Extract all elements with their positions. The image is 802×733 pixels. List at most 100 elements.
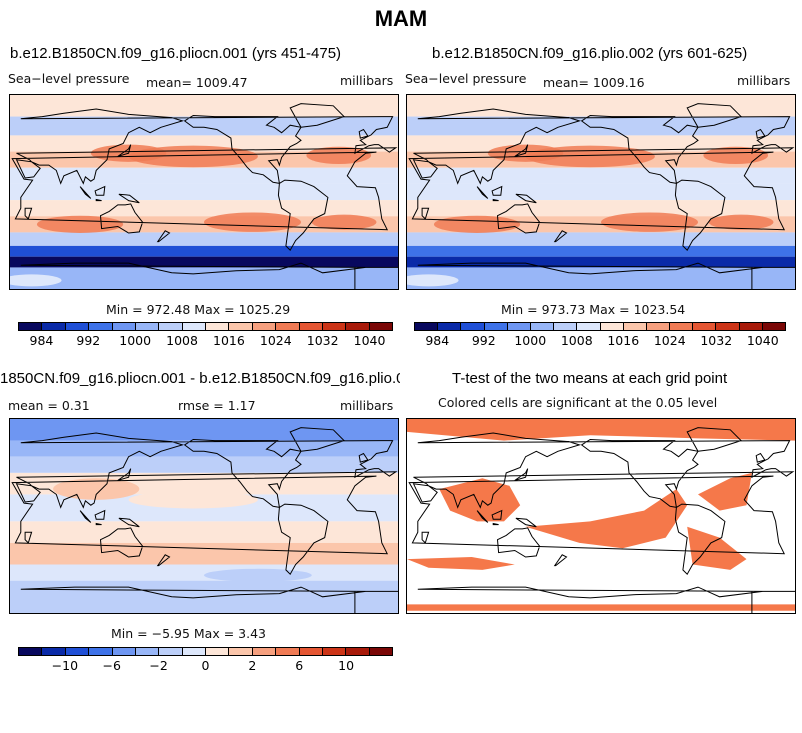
colorbar-tick-label: 984 bbox=[425, 333, 450, 348]
colorbar-tick-label: 1008 bbox=[166, 333, 198, 348]
colorbar-swatch bbox=[252, 323, 277, 330]
colorbar-tick-label: 1000 bbox=[119, 333, 152, 348]
slp-band bbox=[10, 116, 398, 136]
colorbar-tick-label: 1024 bbox=[653, 333, 686, 348]
colorbar-swatch bbox=[530, 323, 555, 330]
slp-band bbox=[407, 245, 795, 257]
diff-anomaly bbox=[257, 545, 345, 563]
coastline bbox=[408, 427, 795, 613]
colorbar-swatch bbox=[322, 648, 347, 655]
colorbar-swatch bbox=[646, 323, 671, 330]
diff-band bbox=[10, 440, 398, 457]
panel3-map bbox=[9, 418, 399, 614]
diff-anomaly bbox=[128, 491, 258, 509]
colorbar-swatch bbox=[19, 648, 43, 655]
colorbar-tick-label: −10 bbox=[51, 658, 79, 673]
colorbar-tick-label: 992 bbox=[76, 333, 101, 348]
panel3-rmse-label: rmse = 1.17 bbox=[178, 398, 256, 413]
colorbar-swatch bbox=[182, 323, 206, 330]
colorbar-swatch bbox=[229, 648, 253, 655]
colorbar-tick-label: 1008 bbox=[560, 333, 593, 348]
colorbar-tick-label: 10 bbox=[338, 658, 355, 673]
panel3-mean-label: mean = 0.31 bbox=[8, 398, 90, 413]
panel2-mean-label: mean= 1009.16 bbox=[543, 75, 645, 90]
slp-band bbox=[10, 200, 398, 217]
colorbar-swatch bbox=[65, 648, 90, 655]
coastline bbox=[11, 103, 398, 289]
significant-region bbox=[439, 478, 521, 522]
slp-band bbox=[10, 167, 398, 184]
colorbar-swatch bbox=[19, 323, 43, 330]
colorbar-tick-label: 1040 bbox=[746, 333, 779, 348]
colorbar-swatch bbox=[623, 323, 647, 330]
colorbar-swatch bbox=[182, 648, 206, 655]
colorbar-swatch bbox=[762, 323, 785, 330]
colorbar-swatch bbox=[159, 323, 183, 330]
figure-title: MAM bbox=[374, 6, 428, 31]
colorbar-tick-label: 1040 bbox=[353, 333, 386, 348]
colorbar-swatch bbox=[346, 648, 370, 655]
slp-band bbox=[10, 95, 398, 117]
panel1-variable-label: Sea−level pressure bbox=[8, 71, 130, 86]
slp-band bbox=[10, 256, 398, 268]
slp-band bbox=[407, 167, 795, 184]
colorbar-tick-label: 1016 bbox=[213, 333, 245, 348]
significant-region bbox=[407, 419, 795, 441]
colorbar-swatch bbox=[693, 323, 717, 330]
panel2-minmax: Min = 973.73 Max = 1023.54 bbox=[501, 302, 686, 317]
panel1-units: millibars bbox=[340, 73, 394, 88]
colorbar-swatch bbox=[135, 323, 160, 330]
slp-band bbox=[407, 116, 795, 136]
slp-band bbox=[10, 183, 398, 201]
panel3-units: millibars bbox=[340, 398, 394, 413]
colorbar-tick-label: −6 bbox=[102, 658, 121, 673]
panel1-minmax: Min = 972.48 Max = 1025.29 bbox=[106, 302, 291, 317]
colorbar-tick-label: 1016 bbox=[607, 333, 640, 348]
slp-band bbox=[407, 183, 795, 201]
colorbar-swatch bbox=[112, 323, 136, 330]
coastline bbox=[11, 427, 398, 613]
colorbar-tick-label: 1032 bbox=[306, 333, 339, 348]
colorbar-swatch bbox=[670, 323, 694, 330]
colorbar-tick-label: 0 bbox=[201, 658, 210, 673]
slp-band bbox=[407, 200, 795, 217]
colorbar-swatch bbox=[415, 323, 439, 330]
panel1-mean-label: mean= 1009.47 bbox=[146, 75, 248, 90]
colorbar-swatch bbox=[739, 323, 763, 330]
diff-band bbox=[10, 456, 398, 473]
diff-anomaly bbox=[204, 568, 312, 582]
slp-band bbox=[407, 232, 795, 246]
significant-region bbox=[407, 557, 515, 570]
diff-band bbox=[10, 521, 398, 543]
colorbar-swatch bbox=[206, 323, 230, 330]
slp-band bbox=[407, 267, 795, 289]
coastline bbox=[408, 103, 795, 289]
colorbar-swatch bbox=[252, 648, 277, 655]
panel2-map bbox=[406, 94, 796, 290]
subtropical-high bbox=[311, 214, 377, 230]
colorbar-swatch bbox=[299, 323, 323, 330]
slp-band bbox=[10, 232, 398, 246]
panel2-title: b.e12.B1850CN.f09_g16.plio.002 (yrs 601-… bbox=[432, 45, 748, 62]
panel3-minmax: Min = −5.95 Max = 3.43 bbox=[111, 626, 266, 641]
diff-anomaly bbox=[53, 478, 140, 500]
slp-band bbox=[407, 256, 795, 268]
panel2-units: millibars bbox=[737, 73, 791, 88]
colorbar-swatch bbox=[369, 323, 392, 330]
colorbar-swatch bbox=[461, 323, 485, 330]
significant-region bbox=[525, 489, 688, 549]
significant-region bbox=[687, 526, 747, 570]
slp-band bbox=[407, 95, 795, 117]
colorbar-swatch bbox=[600, 323, 624, 330]
colorbar-tick-label: 1000 bbox=[514, 333, 547, 348]
slp-band bbox=[10, 245, 398, 257]
diff-anomaly bbox=[10, 545, 86, 563]
colorbar-swatch bbox=[577, 323, 601, 330]
diff-band bbox=[10, 419, 398, 441]
colorbar-swatch bbox=[206, 648, 230, 655]
subtropical-high bbox=[708, 214, 774, 230]
colorbar-tick-label: 6 bbox=[295, 658, 304, 673]
colorbar-tick-label: 1032 bbox=[700, 333, 733, 348]
panel1-title: b.e12.B1850CN.f09_g16.pliocn.001 (yrs 45… bbox=[10, 45, 342, 62]
colorbar-swatch bbox=[346, 323, 370, 330]
